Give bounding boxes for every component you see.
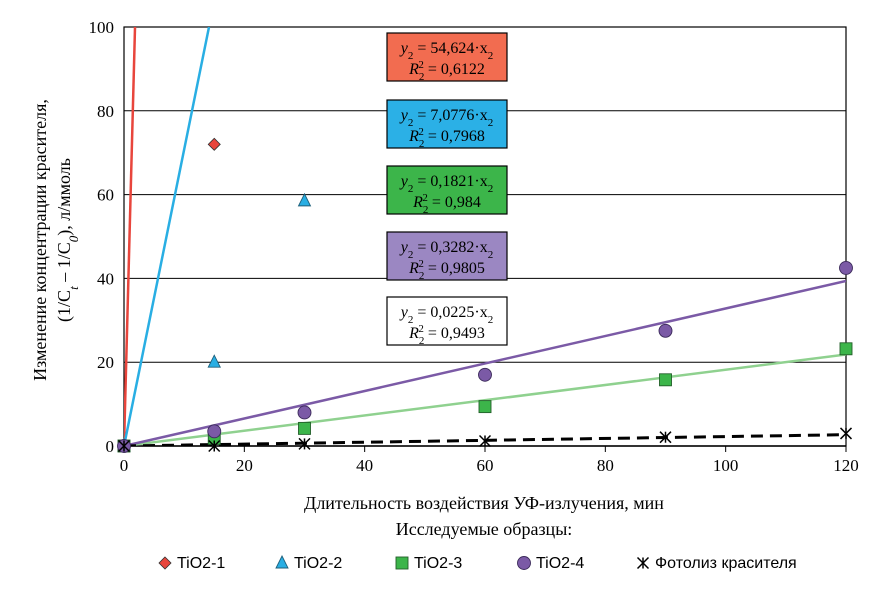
x-tick-label: 20 bbox=[236, 456, 253, 475]
point-circle bbox=[207, 424, 222, 439]
point-circle bbox=[658, 323, 673, 338]
point-square bbox=[659, 373, 672, 387]
r2-text: R22 = 0,9493 bbox=[408, 323, 485, 347]
equation-box-bg bbox=[386, 99, 508, 149]
point-diamond bbox=[207, 137, 221, 151]
y-axis-title: Изменение концентрации красителя, (1/Ct … bbox=[30, 99, 81, 381]
legend: TiO2-1 TiO2-2 TiO2-3 TiO2-4 Фотолиз красител… bbox=[158, 554, 797, 572]
r2-text: R22 = 0,984 bbox=[412, 192, 481, 216]
equation-box-bg bbox=[386, 231, 508, 281]
trendline-0 bbox=[124, 27, 137, 446]
equation-box-bg bbox=[386, 296, 508, 346]
legend-label: TiO2-1 bbox=[177, 555, 225, 572]
equation-text: y2 = 7,0776·x2 bbox=[399, 107, 493, 129]
equation-text: y2 = 54,624·x2 bbox=[399, 40, 493, 62]
r2-text: R22 = 0,9805 bbox=[408, 258, 485, 282]
point-star bbox=[478, 434, 492, 448]
y-axis-title-line1: Изменение концентрации красителя, bbox=[30, 99, 50, 381]
legend-marker bbox=[158, 556, 172, 570]
legend-item: TiO2-1 bbox=[158, 555, 225, 572]
y-tick-label: 100 bbox=[89, 18, 115, 37]
legend-item: TiO2-4 bbox=[517, 555, 584, 572]
x-tick-label: 120 bbox=[833, 456, 859, 475]
trendline-3 bbox=[124, 279, 846, 446]
legend-marker bbox=[517, 556, 531, 570]
y-tick-label: 60 bbox=[97, 186, 114, 205]
point-triangle bbox=[297, 192, 312, 207]
point-square bbox=[478, 400, 492, 414]
marker-layer bbox=[117, 137, 853, 453]
legend-marker bbox=[636, 556, 650, 570]
y-axis-title-line2: (1/Ct – 1/C0), л/ммоль bbox=[54, 158, 81, 322]
r2-text: R22 = 0,7968 bbox=[408, 126, 485, 150]
point-star bbox=[117, 439, 131, 453]
legend-item: TiO2-2 bbox=[275, 554, 342, 572]
x-tick-label: 0 bbox=[120, 456, 129, 475]
equation-text: y2 = 0,1821·x2 bbox=[399, 173, 493, 195]
point-star bbox=[208, 439, 221, 453]
trendline-1 bbox=[124, 27, 211, 446]
point-circle bbox=[478, 367, 492, 382]
x-axis-title: Длительность воздействия УФ-излучения, м… bbox=[304, 493, 664, 513]
equation-box-bg bbox=[386, 165, 508, 215]
legend-label: TiO2-2 bbox=[294, 555, 342, 572]
point-square bbox=[298, 421, 311, 435]
legend-label: TiO2-3 bbox=[414, 555, 462, 572]
point-square bbox=[839, 342, 853, 356]
point-triangle bbox=[207, 354, 221, 368]
point-circle bbox=[297, 405, 312, 420]
y-tick-label: 0 bbox=[106, 437, 115, 456]
r2-text: R22 = 0,6122 bbox=[408, 59, 485, 83]
equation-text: y2 = 0,3282·x2 bbox=[399, 239, 493, 261]
legend-marker bbox=[275, 554, 289, 569]
point-star bbox=[839, 427, 853, 440]
x-tick-label: 60 bbox=[477, 456, 494, 475]
y-tick-label: 40 bbox=[97, 269, 114, 288]
axis-layer: 0 20 40 60 80 100 0 20 40 60 80 100 120 bbox=[89, 18, 859, 475]
y-tick-label: 20 bbox=[97, 353, 114, 372]
equation-box-bg bbox=[386, 32, 508, 82]
legend-item: TiO2-3 bbox=[395, 555, 462, 572]
y-tick-label: 80 bbox=[97, 102, 114, 121]
x-tick-label: 40 bbox=[356, 456, 373, 475]
x-tick-label: 80 bbox=[597, 456, 614, 475]
equation-text: y2 = 0,0225·x2 bbox=[399, 304, 493, 326]
legend-label: TiO2-4 bbox=[536, 555, 584, 572]
point-circle bbox=[839, 260, 853, 275]
legend-title: Исследуемые образцы: bbox=[396, 519, 573, 539]
x-tick-label: 100 bbox=[713, 456, 739, 475]
legend-label: Фотолиз красителя bbox=[655, 555, 797, 572]
legend-marker bbox=[395, 556, 409, 570]
legend-item: Фотолиз красителя bbox=[636, 555, 797, 572]
point-star bbox=[659, 431, 672, 444]
point-star bbox=[298, 437, 311, 450]
